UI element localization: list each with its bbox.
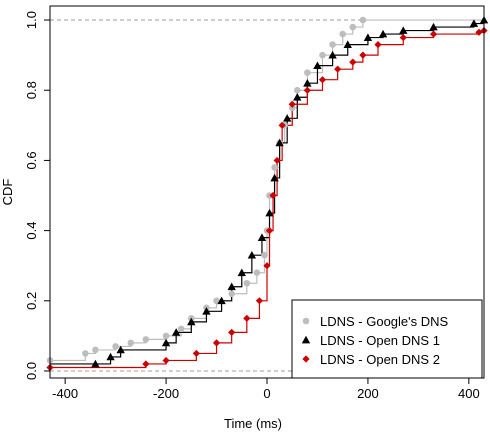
x-tick-label-4: 400 (458, 386, 480, 401)
series-2-point-3 (116, 345, 125, 354)
series-3-point-9 (263, 262, 271, 270)
series-1-point-3 (92, 346, 99, 354)
x-axis-label: Time (ms) (224, 416, 282, 431)
series-2-point-12 (257, 233, 267, 241)
series-3-point-14 (288, 100, 296, 108)
series-1-point-6 (142, 336, 150, 343)
series-3-point-10 (265, 227, 274, 235)
series-3-point-13 (278, 121, 286, 129)
series-2-point-9 (227, 282, 236, 291)
legend-marker-1 (302, 317, 310, 325)
series-3-point-11 (269, 191, 277, 200)
series-1-point-5 (127, 339, 135, 347)
series-1-point-15 (261, 251, 268, 259)
series-1-point-27 (349, 23, 357, 31)
series-3-point-3 (162, 356, 170, 365)
series-1-point-23 (304, 69, 311, 76)
legend-label-2: LDNS - Open DNS 1 (320, 333, 440, 348)
series-2-point-5 (171, 328, 181, 336)
series-1-point-2 (82, 350, 89, 357)
series-2-point-15 (275, 138, 284, 147)
y-axis-label: CDF (0, 179, 15, 206)
x-tick-label-2: 0 (263, 386, 270, 401)
series-2-point-2 (106, 352, 115, 361)
y-tick-label-2: 0.4 (24, 222, 39, 240)
y-tick-label-3: 0.6 (24, 151, 39, 169)
series-2-point-25 (429, 22, 438, 31)
legend-marker-2 (301, 335, 311, 344)
series-1-point-22 (293, 86, 301, 94)
series-3-point-4 (192, 349, 200, 358)
series-1-point-14 (253, 269, 261, 277)
series-2-point-22 (363, 33, 373, 41)
series-1-point-12 (228, 290, 235, 298)
series-1-point-24 (319, 51, 326, 59)
series-2-point-16 (282, 114, 292, 122)
series-1-point-7 (162, 332, 170, 340)
series-1-point-28 (359, 16, 367, 24)
series-1-point-25 (329, 41, 336, 48)
series-2-point-1 (91, 359, 100, 368)
series-3-point-22 (429, 30, 438, 38)
legend-box (291, 299, 483, 379)
series-2-point-7 (202, 307, 211, 315)
series-3-point-7 (243, 314, 251, 322)
series-1-point-26 (339, 30, 346, 38)
y-tick-label-4: 0.8 (24, 81, 39, 99)
legend-label-1: LDNS - Google's DNS (320, 314, 449, 329)
series-2-point-18 (303, 79, 312, 87)
y-tick-label-1: 0.2 (24, 292, 39, 310)
series-2-point-19 (313, 61, 322, 70)
series-3-point-16 (318, 76, 327, 84)
series-1-point-4 (112, 343, 119, 350)
series-2-point-4 (161, 338, 171, 347)
series-2-point-20 (328, 50, 337, 59)
series-2-point-24 (399, 26, 408, 34)
series-3-point-19 (359, 51, 367, 59)
series-3-point-18 (349, 58, 357, 66)
series-2-point-6 (187, 317, 196, 326)
legend-label-3: LDNS - Open DNS 2 (320, 352, 440, 367)
series-3-point-21 (399, 33, 407, 42)
y-tick-label-0: 0.0 (24, 362, 39, 380)
x-tick-label-3: 200 (357, 386, 379, 401)
series-3-point-8 (255, 297, 264, 305)
series-2-point-23 (378, 29, 388, 38)
series-1-point-13 (243, 279, 251, 287)
series-3-point-6 (228, 328, 236, 336)
series-3-point-15 (303, 86, 311, 94)
y-tick-label-5: 1.0 (24, 11, 39, 29)
series-2-point-14 (270, 173, 279, 182)
series-2-point-8 (217, 296, 226, 305)
series-3-point-5 (212, 339, 221, 347)
series-3-point-20 (374, 41, 382, 49)
series-1-point-11 (213, 297, 220, 305)
series-3-point-12 (273, 156, 281, 165)
series-2-point-21 (343, 40, 352, 48)
series-2-point-13 (265, 208, 274, 217)
series-2-point-17 (293, 93, 302, 101)
x-tick-label-1: -200 (153, 386, 179, 401)
legend-marker-3 (302, 355, 310, 363)
series-3-point-17 (334, 65, 342, 73)
x-tick-label-0: -400 (52, 386, 78, 401)
series-3-point-2 (142, 360, 150, 368)
series-1-point-18 (271, 164, 278, 171)
series-2-point-26 (469, 19, 479, 27)
series-2-point-10 (237, 268, 246, 277)
series-1-point-8 (177, 325, 185, 333)
series-2-point-11 (247, 250, 257, 259)
